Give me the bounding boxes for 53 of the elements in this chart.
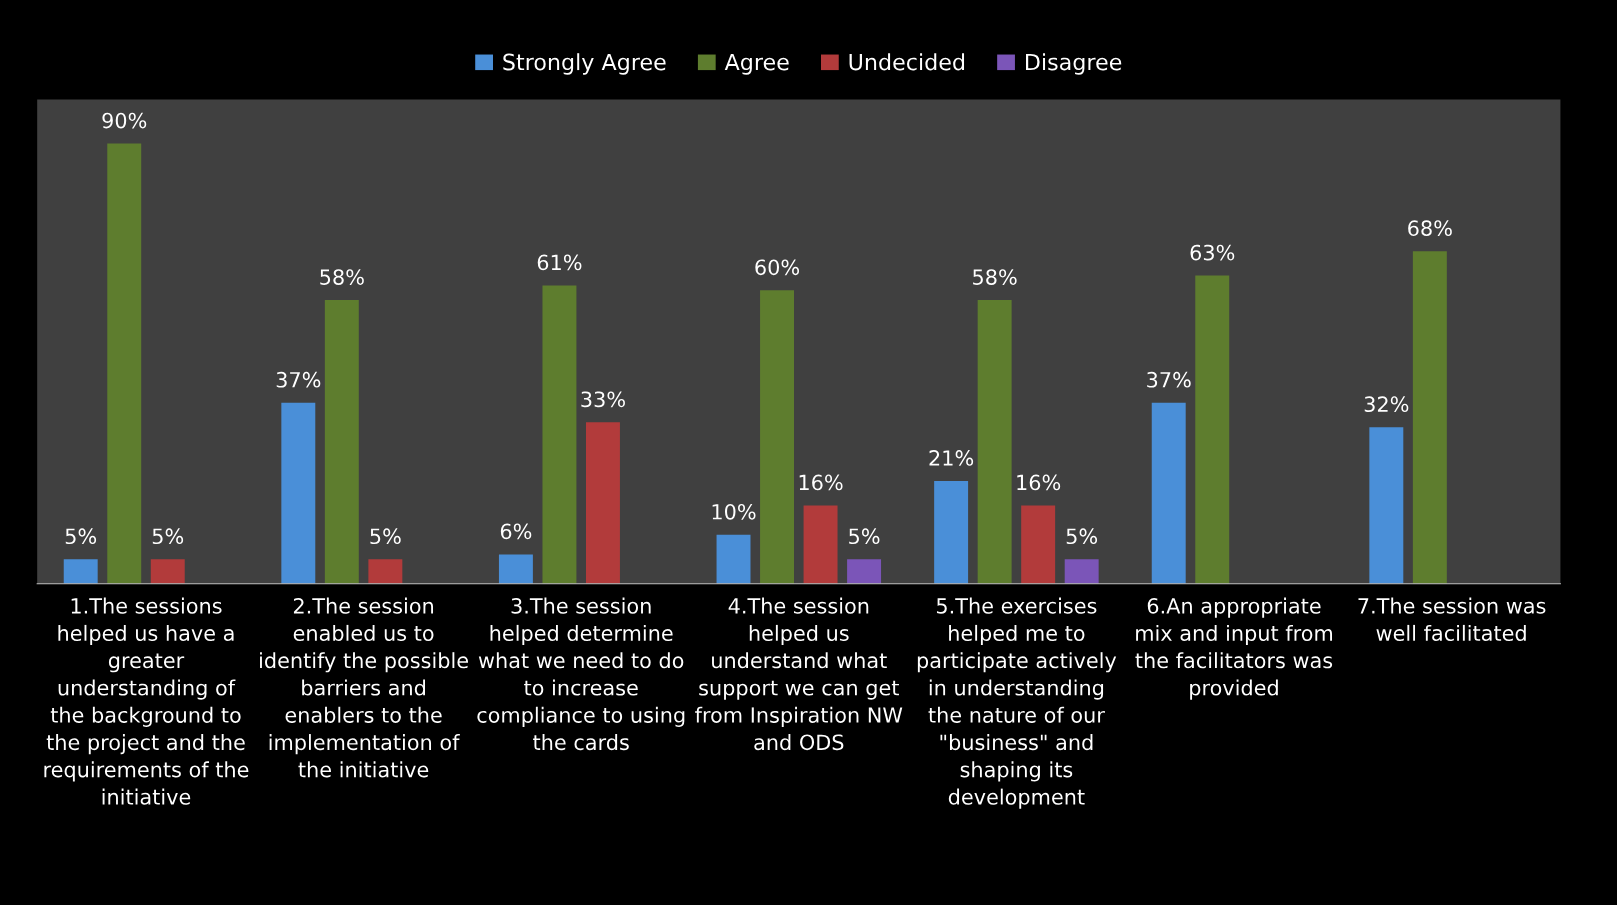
bar <box>847 559 882 584</box>
bar <box>107 143 142 584</box>
data-label: 21% <box>929 450 974 466</box>
data-label: 5% <box>370 528 401 545</box>
bar <box>977 300 1012 584</box>
data-label: 61% <box>537 254 582 271</box>
x-tick-label: 7.The session was well facilitated <box>1358 597 1546 642</box>
data-label: 6% <box>500 523 532 540</box>
bar <box>368 559 403 584</box>
data-label: 5% <box>65 528 97 545</box>
x-tick-label: 2.The session enabled us to identify the possible barriers and enablers to the implementation of the initiative <box>260 597 468 778</box>
bar <box>324 300 359 584</box>
bar <box>498 554 533 584</box>
legend-label: Undecided <box>849 53 965 71</box>
data-label: 58% <box>973 269 1017 285</box>
legend-label: Agree <box>724 53 789 75</box>
x-tick-label: 4.The session helped us understand what support we can get from Inspiration NW and ODS <box>695 597 903 751</box>
bar <box>1021 505 1056 584</box>
bar <box>1369 427 1404 584</box>
legend-label: Disagree <box>1026 53 1122 75</box>
data-label: 5% <box>1066 528 1098 545</box>
legend-label: Strongly Agree <box>503 53 666 75</box>
bar <box>716 534 751 584</box>
bar <box>281 402 316 584</box>
data-label: 16% <box>1017 474 1061 491</box>
data-label: 90% <box>102 112 147 129</box>
data-label: 37% <box>276 371 321 388</box>
data-label: 16% <box>799 474 843 491</box>
x-tick-label: 5.The exercises helped me to participate actively in understanding the nature of our "business" and shaping its development <box>917 597 1117 809</box>
data-label: 60% <box>755 259 800 276</box>
bar <box>1064 559 1099 584</box>
bar <box>63 559 98 584</box>
data-label: 63% <box>1190 244 1235 261</box>
bar <box>542 285 577 584</box>
data-label: 5% <box>152 528 184 545</box>
data-label: 68% <box>1408 220 1452 237</box>
data-label: 37% <box>1147 371 1191 388</box>
data-label: 32% <box>1364 396 1409 413</box>
x-tick-label: 6.An appropriate mix and input from the facilitators was provided <box>1135 597 1333 700</box>
bar <box>760 290 795 584</box>
bar <box>1412 251 1447 584</box>
bar <box>150 559 185 584</box>
bar <box>585 422 620 584</box>
bar <box>1195 275 1230 584</box>
x-tick-label: 3.The session helped determine what we need to do to increase compliance to using the cards <box>477 597 685 751</box>
data-label: 5% <box>849 528 880 545</box>
bar <box>803 505 838 584</box>
bar <box>934 481 969 584</box>
bar <box>1151 402 1186 584</box>
x-tick-label: 1.The sessions helped us have a greater understanding of the background to the project and the requirements of the initiative <box>44 597 249 805</box>
data-label: 10% <box>712 503 756 520</box>
data-label: 58% <box>320 269 364 285</box>
data-label: 33% <box>581 391 625 408</box>
